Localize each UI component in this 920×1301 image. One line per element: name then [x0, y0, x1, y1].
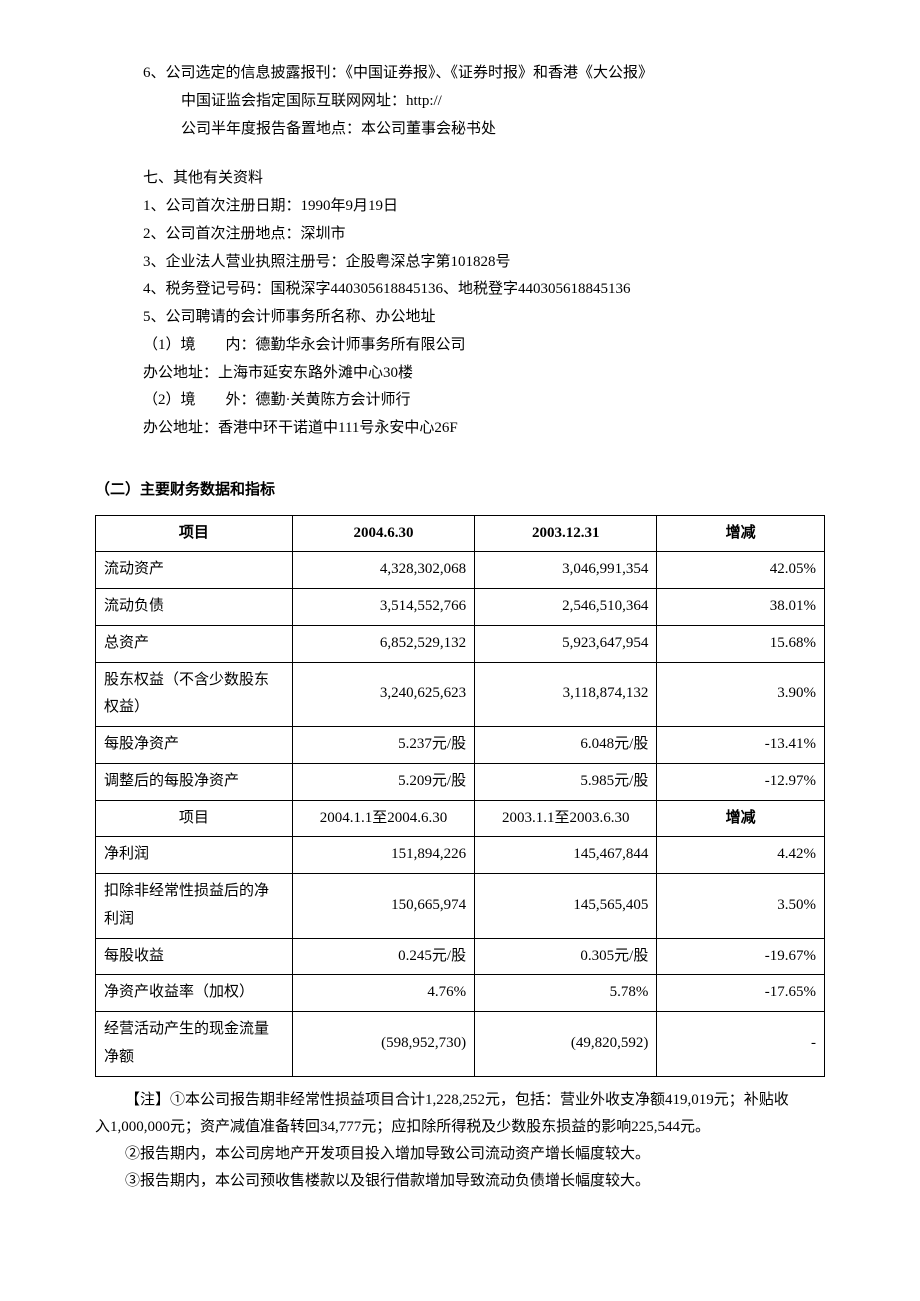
sec7-item-2: 2、公司首次注册地点：深圳市 — [95, 221, 825, 249]
sec2-r1-c2: 145,565,405 — [475, 874, 657, 939]
table-header-2: 项目 2004.1.1至2004.6.30 2003.1.1至2003.6.30… — [96, 800, 825, 837]
section-2-title: （二）主要财务数据和指标 — [95, 477, 825, 505]
table-row: 调整后的每股净资产5.209元/股5.985元/股-12.97% — [96, 763, 825, 800]
csrc-internet-url: 中国证监会指定国际互联网网址：http:// — [95, 88, 825, 116]
sec2-r2-c2: 0.305元/股 — [475, 938, 657, 975]
sec1-r2-c0: 总资产 — [96, 625, 293, 662]
sec1-r3-c3: 3.90% — [657, 662, 825, 727]
sec1-r1-c0: 流动负债 — [96, 589, 293, 626]
table-row: 每股收益0.245元/股0.305元/股-19.67% — [96, 938, 825, 975]
sec2-r0-c0: 净利润 — [96, 837, 293, 874]
sec1-r4-c0: 每股净资产 — [96, 727, 293, 764]
table-row: 流动资产4,328,302,0683,046,991,35442.05% — [96, 552, 825, 589]
hdr2-col3: 2003.1.1至2003.6.30 — [475, 800, 657, 837]
sec2-r4-c3: - — [657, 1012, 825, 1077]
table-row: 净资产收益率（加权）4.76%5.78%-17.65% — [96, 975, 825, 1012]
hdr1-col4: 增减 — [657, 515, 825, 552]
table-row: 流动负债3,514,552,7662,546,510,36438.01% — [96, 589, 825, 626]
sec1-r2-c3: 15.68% — [657, 625, 825, 662]
sec2-r1-c0: 扣除非经常性损益后的净利润 — [96, 874, 293, 939]
sec2-r3-c0: 净资产收益率（加权） — [96, 975, 293, 1012]
hdr1-col1: 项目 — [96, 515, 293, 552]
sec1-r2-c2: 5,923,647,954 — [475, 625, 657, 662]
note-1-line2: 入1,000,000元；资产减值准备转回34,777元；应扣除所得税及少数股东损… — [95, 1114, 825, 1141]
hdr1-col3: 2003.12.31 — [475, 515, 657, 552]
table-row: 总资产6,852,529,1325,923,647,95415.68% — [96, 625, 825, 662]
sec1-r0-c2: 3,046,991,354 — [475, 552, 657, 589]
sec1-r4-c2: 6.048元/股 — [475, 727, 657, 764]
sec2-r1-c1: 150,665,974 — [292, 874, 474, 939]
sec1-r5-c1: 5.209元/股 — [292, 763, 474, 800]
table-row: 股东权益（不含少数股东权益）3,240,625,6233,118,874,132… — [96, 662, 825, 727]
sec2-r4-c2: (49,820,592) — [475, 1012, 657, 1077]
sec2-r2-c0: 每股收益 — [96, 938, 293, 975]
sec1-r3-c2: 3,118,874,132 — [475, 662, 657, 727]
sec7-item-5: 5、公司聘请的会计师事务所名称、办公地址 — [95, 304, 825, 332]
sec2-r3-c3: -17.65% — [657, 975, 825, 1012]
sec1-r0-c0: 流动资产 — [96, 552, 293, 589]
sec1-r3-c1: 3,240,625,623 — [292, 662, 474, 727]
sec1-r2-c1: 6,852,529,132 — [292, 625, 474, 662]
sec2-r3-c2: 5.78% — [475, 975, 657, 1012]
sec1-r1-c2: 2,546,510,364 — [475, 589, 657, 626]
sec2-r2-c1: 0.245元/股 — [292, 938, 474, 975]
sec1-r4-c3: -13.41% — [657, 727, 825, 764]
financial-table: 项目 2004.6.30 2003.12.31 增减 流动资产4,328,302… — [95, 515, 825, 1077]
sec1-r5-c2: 5.985元/股 — [475, 763, 657, 800]
hdr2-col1: 项目 — [96, 800, 293, 837]
hdr2-col4: 增减 — [657, 800, 825, 837]
section-7-title: 七、其他有关资料 — [95, 165, 825, 193]
sec1-r5-c0: 调整后的每股净资产 — [96, 763, 293, 800]
sec7-item-5-2-addr: 办公地址：香港中环干诺道中111号永安中心26F — [95, 415, 825, 443]
sec7-item-5-1: （1）境 内：德勤华永会计师事务所有限公司 — [95, 332, 825, 360]
sec7-item-1: 1、公司首次注册日期：1990年9月19日 — [95, 193, 825, 221]
hdr2-col2: 2004.1.1至2004.6.30 — [292, 800, 474, 837]
note-3: ③报告期内，本公司预收售楼款以及银行借款增加导致流动负债增长幅度较大。 — [95, 1168, 825, 1195]
table-row: 每股净资产5.237元/股6.048元/股-13.41% — [96, 727, 825, 764]
hdr1-col2: 2004.6.30 — [292, 515, 474, 552]
sec7-item-5-1-addr: 办公地址：上海市延安东路外滩中心30楼 — [95, 360, 825, 388]
sec7-item-3: 3、企业法人营业执照注册号：企股粤深总字第101828号 — [95, 249, 825, 277]
table-row: 净利润151,894,226145,467,8444.42% — [96, 837, 825, 874]
sec1-r5-c3: -12.97% — [657, 763, 825, 800]
sec1-r1-c1: 3,514,552,766 — [292, 589, 474, 626]
sec7-item-5-2: （2）境 外：德勤·关黄陈方会计师行 — [95, 387, 825, 415]
sec7-item-4: 4、税务登记号码：国税深字440305618845136、地税登字4403056… — [95, 276, 825, 304]
sec1-r1-c3: 38.01% — [657, 589, 825, 626]
sec1-r3-c0: 股东权益（不含少数股东权益） — [96, 662, 293, 727]
sec2-r0-c3: 4.42% — [657, 837, 825, 874]
table-notes: 【注】①本公司报告期非经常性损益项目合计1,228,252元，包括：营业外收支净… — [95, 1087, 825, 1195]
note-1-line1: 【注】①本公司报告期非经常性损益项目合计1,228,252元，包括：营业外收支净… — [95, 1087, 825, 1114]
sec2-r0-c2: 145,467,844 — [475, 837, 657, 874]
sec1-r0-c3: 42.05% — [657, 552, 825, 589]
sec2-r0-c1: 151,894,226 — [292, 837, 474, 874]
report-storage-location: 公司半年度报告备置地点：本公司董事会秘书处 — [95, 116, 825, 144]
sec2-r1-c3: 3.50% — [657, 874, 825, 939]
disclosure-newspapers: 6、公司选定的信息披露报刊：《中国证券报》、《证券时报》和香港《大公报》 — [95, 60, 825, 88]
table-row: 扣除非经常性损益后的净利润150,665,974145,565,4053.50% — [96, 874, 825, 939]
sec2-r2-c3: -19.67% — [657, 938, 825, 975]
sec2-r4-c1: (598,952,730) — [292, 1012, 474, 1077]
table-row: 经营活动产生的现金流量净额(598,952,730)(49,820,592)- — [96, 1012, 825, 1077]
sec1-r4-c1: 5.237元/股 — [292, 727, 474, 764]
sec1-r0-c1: 4,328,302,068 — [292, 552, 474, 589]
sec2-r3-c1: 4.76% — [292, 975, 474, 1012]
note-2: ②报告期内，本公司房地产开发项目投入增加导致公司流动资产增长幅度较大。 — [95, 1141, 825, 1168]
table-header-1: 项目 2004.6.30 2003.12.31 增减 — [96, 515, 825, 552]
sec2-r4-c0: 经营活动产生的现金流量净额 — [96, 1012, 293, 1077]
